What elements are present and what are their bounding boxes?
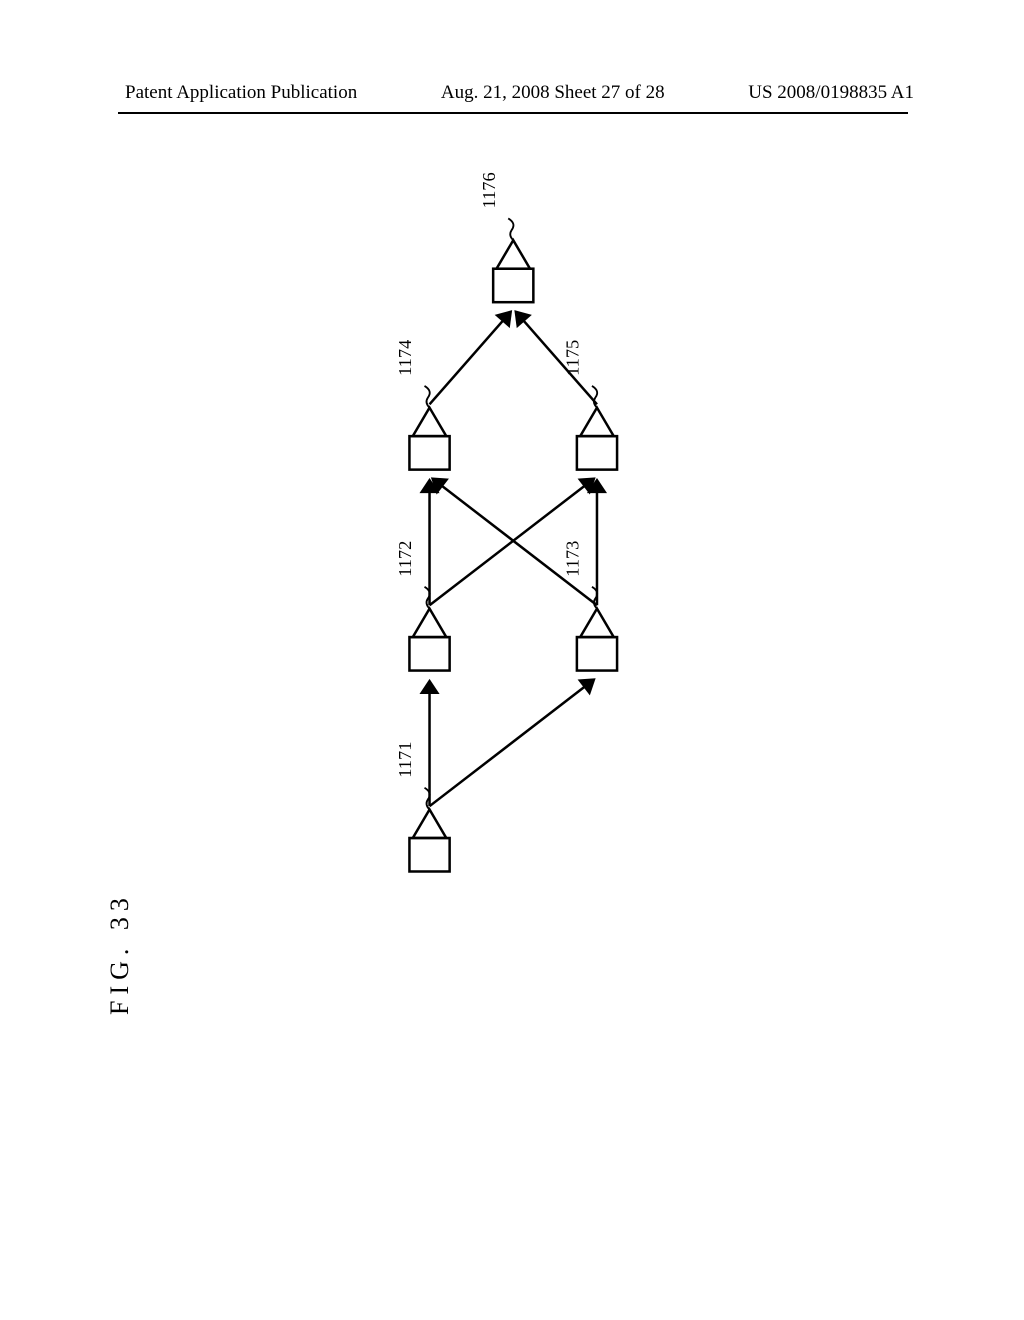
header-right: US 2008/0198835 A1: [748, 82, 914, 104]
edge-1175-1176: [514, 310, 597, 404]
header-center: Aug. 21, 2008 Sheet 27 of 28: [441, 82, 665, 104]
network-diagram: 117111721173117411751176: [250, 190, 810, 910]
node-label-1171: 1171: [395, 742, 415, 778]
node-1173: 1173: [563, 541, 618, 671]
node-1172: 1172: [395, 541, 450, 671]
node-1174: 1174: [395, 340, 450, 470]
node-label-1175: 1175: [563, 340, 583, 376]
figure-label: FIG. 33: [105, 892, 135, 1015]
node-label-1173: 1173: [563, 541, 583, 577]
edge-1172-1174: [419, 478, 439, 605]
edge-1171-1172: [419, 679, 439, 806]
node-1175: 1175: [563, 340, 618, 470]
node-label-1174: 1174: [395, 340, 415, 376]
edge-1173-1175: [587, 478, 607, 605]
edge-1174-1176: [430, 310, 513, 404]
header-rule: [118, 112, 908, 114]
header-left: Patent Application Publication: [125, 82, 357, 104]
node-label-1176: 1176: [479, 172, 499, 208]
node-1176: 1176: [479, 172, 534, 302]
edge-1171-1173: [430, 678, 596, 806]
node-1171: 1171: [395, 742, 450, 872]
node-label-1172: 1172: [395, 541, 415, 577]
page-header: Patent Application Publication Aug. 21, …: [0, 82, 1024, 104]
